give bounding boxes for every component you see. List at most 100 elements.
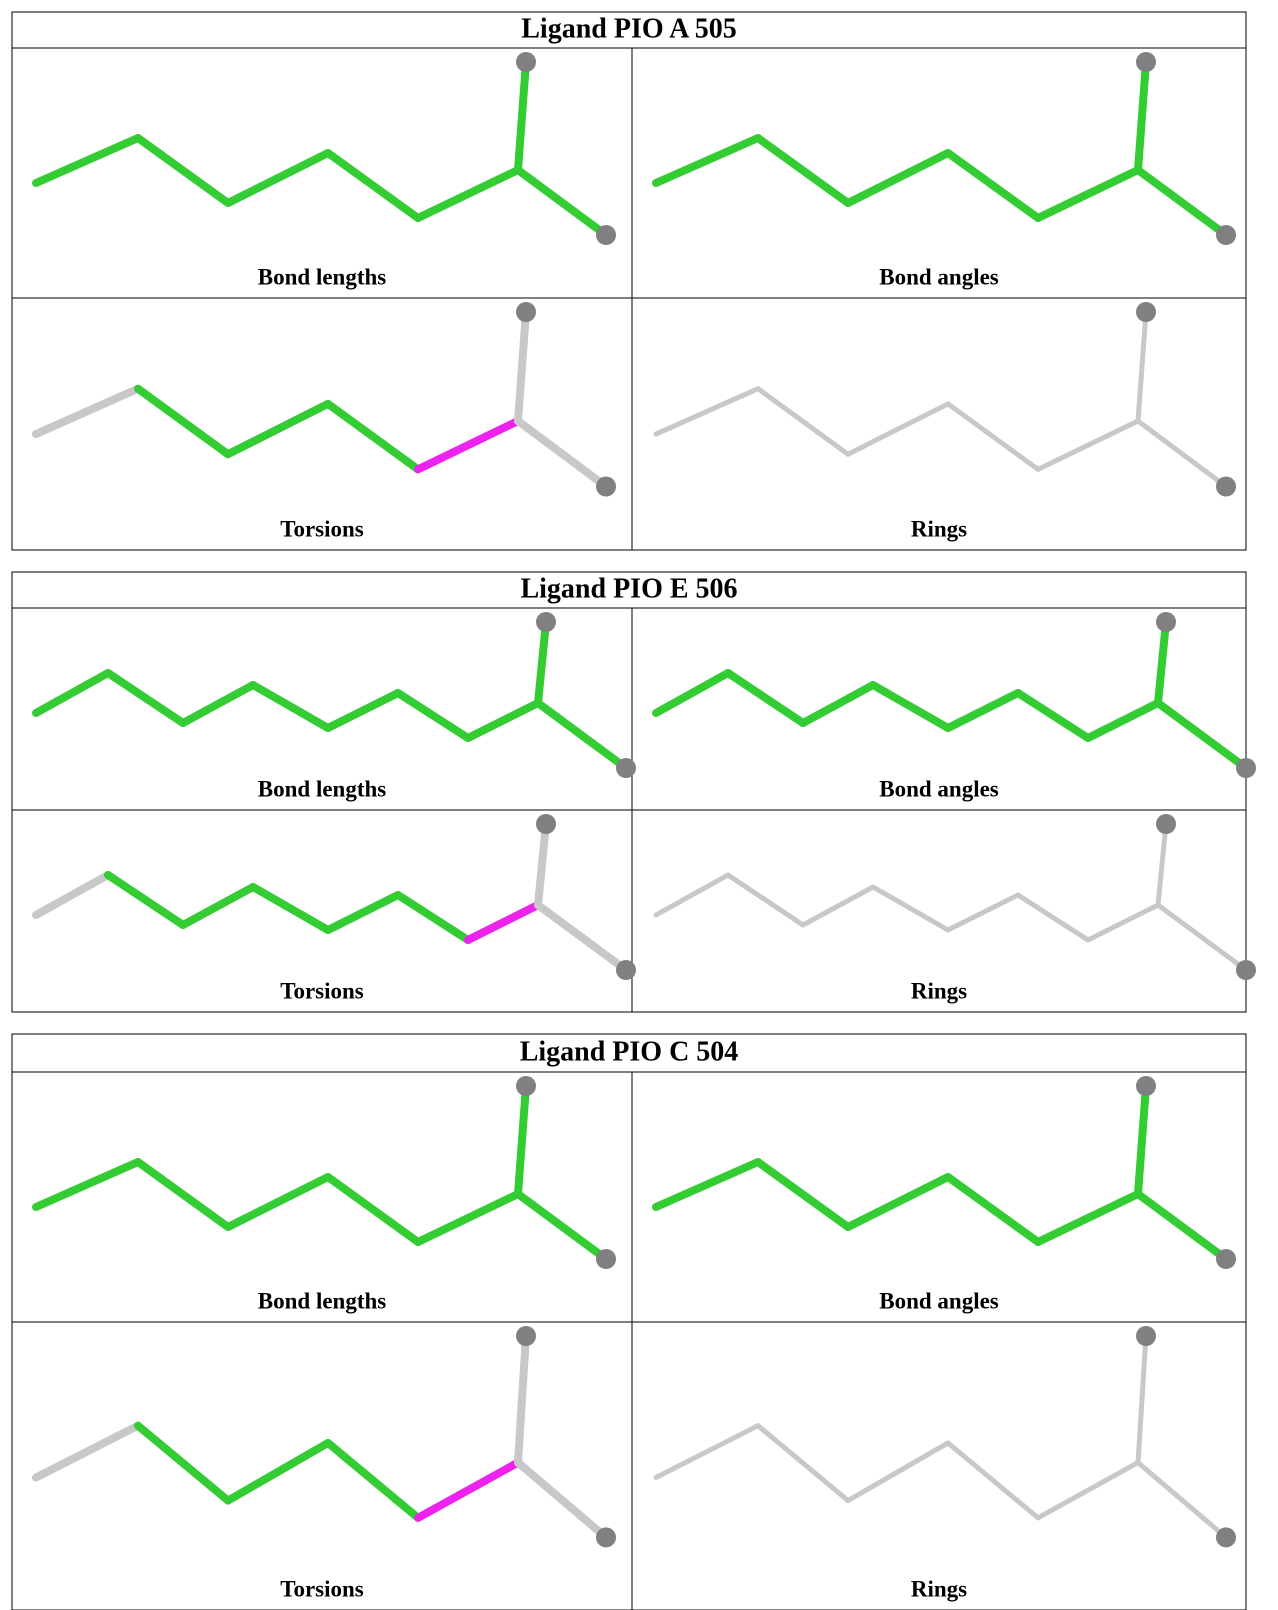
bond (653, 872, 731, 918)
bond (134, 384, 232, 459)
bond (224, 1438, 332, 1505)
molecule-panel (32, 1076, 616, 1269)
atom (1216, 476, 1236, 497)
atom (516, 1326, 536, 1346)
bond (844, 1173, 952, 1231)
bond (945, 892, 1021, 933)
atom (596, 1249, 616, 1269)
atom (616, 960, 636, 980)
bond (179, 883, 257, 929)
bond (800, 884, 876, 928)
atom (1136, 1326, 1156, 1346)
bond (653, 1423, 761, 1481)
bond (134, 1421, 232, 1505)
atom (1216, 1527, 1236, 1548)
bond (869, 681, 952, 732)
bond (104, 669, 187, 727)
bond (870, 884, 951, 933)
bond (224, 149, 332, 207)
atom (616, 758, 636, 778)
bond (1154, 699, 1250, 772)
bond (414, 1190, 522, 1246)
bond (754, 134, 852, 207)
atom (1156, 814, 1176, 834)
bond (945, 1440, 1041, 1521)
bond (514, 1458, 610, 1542)
atom (536, 612, 556, 632)
bond (1134, 58, 1150, 174)
bond (324, 399, 422, 474)
bond (249, 883, 332, 934)
bond (32, 134, 142, 187)
atom (1236, 758, 1256, 778)
atom (516, 302, 536, 322)
bond (755, 386, 851, 457)
bond (324, 149, 422, 222)
bond (534, 901, 630, 974)
molecule-panel (32, 302, 616, 497)
bond (414, 416, 522, 474)
atom (596, 225, 616, 245)
molecule-panel (652, 1076, 1236, 1269)
bond (845, 401, 951, 457)
molecule-panel (652, 52, 1236, 245)
panel-caption: Torsions (280, 1576, 364, 1601)
bond (725, 872, 806, 928)
bond (534, 820, 550, 909)
bond (944, 1173, 1042, 1246)
bond (394, 689, 472, 742)
table-border (11, 571, 1247, 1013)
bond (514, 1332, 530, 1467)
bond (754, 1158, 852, 1231)
atom (536, 814, 556, 834)
panel-caption: Rings (911, 978, 967, 1003)
bond (414, 1458, 522, 1522)
panel-caption: Bond angles (879, 264, 999, 289)
molecule-panel (652, 612, 1256, 778)
bond (845, 1440, 951, 1504)
panel-caption: Bond lengths (258, 776, 387, 801)
bond (1155, 902, 1249, 973)
table-title: Ligand PIO E 506 (520, 573, 737, 604)
bond (514, 416, 610, 491)
bond (1034, 166, 1142, 222)
bond (1015, 892, 1091, 943)
bond (1135, 309, 1149, 424)
atom (516, 52, 536, 72)
bond (1085, 902, 1161, 943)
atom (1136, 1076, 1156, 1096)
bond (944, 149, 1042, 222)
bond (755, 1423, 851, 1504)
bond (464, 901, 542, 944)
atom (1136, 302, 1156, 322)
bond (1135, 1333, 1149, 1466)
bond (1034, 1190, 1142, 1246)
panel-caption: Bond lengths (258, 264, 387, 289)
bond (1134, 1082, 1150, 1198)
bond (134, 1158, 232, 1231)
atom (596, 1527, 616, 1548)
bond (1154, 618, 1170, 707)
molecule-panel (32, 814, 636, 980)
bond (1035, 1460, 1141, 1521)
bond (1134, 1190, 1230, 1263)
panel-caption: Torsions (280, 978, 364, 1003)
table-title: Ligand PIO C 504 (520, 1036, 739, 1067)
bond (32, 1158, 142, 1211)
atom (1216, 1249, 1236, 1269)
bond (1134, 166, 1230, 239)
bond (324, 689, 402, 732)
atom (1236, 960, 1256, 980)
bond (32, 1421, 142, 1482)
molecule-panel (653, 814, 1256, 980)
atom (1156, 612, 1176, 632)
panel-caption: Rings (911, 1576, 967, 1601)
panel-caption: Bond angles (879, 1288, 999, 1313)
bond (324, 1438, 422, 1522)
atom (1136, 52, 1156, 72)
table-title: Ligand PIO A 505 (521, 13, 737, 44)
bond (249, 681, 332, 732)
bond (653, 386, 761, 437)
bond (844, 149, 952, 207)
